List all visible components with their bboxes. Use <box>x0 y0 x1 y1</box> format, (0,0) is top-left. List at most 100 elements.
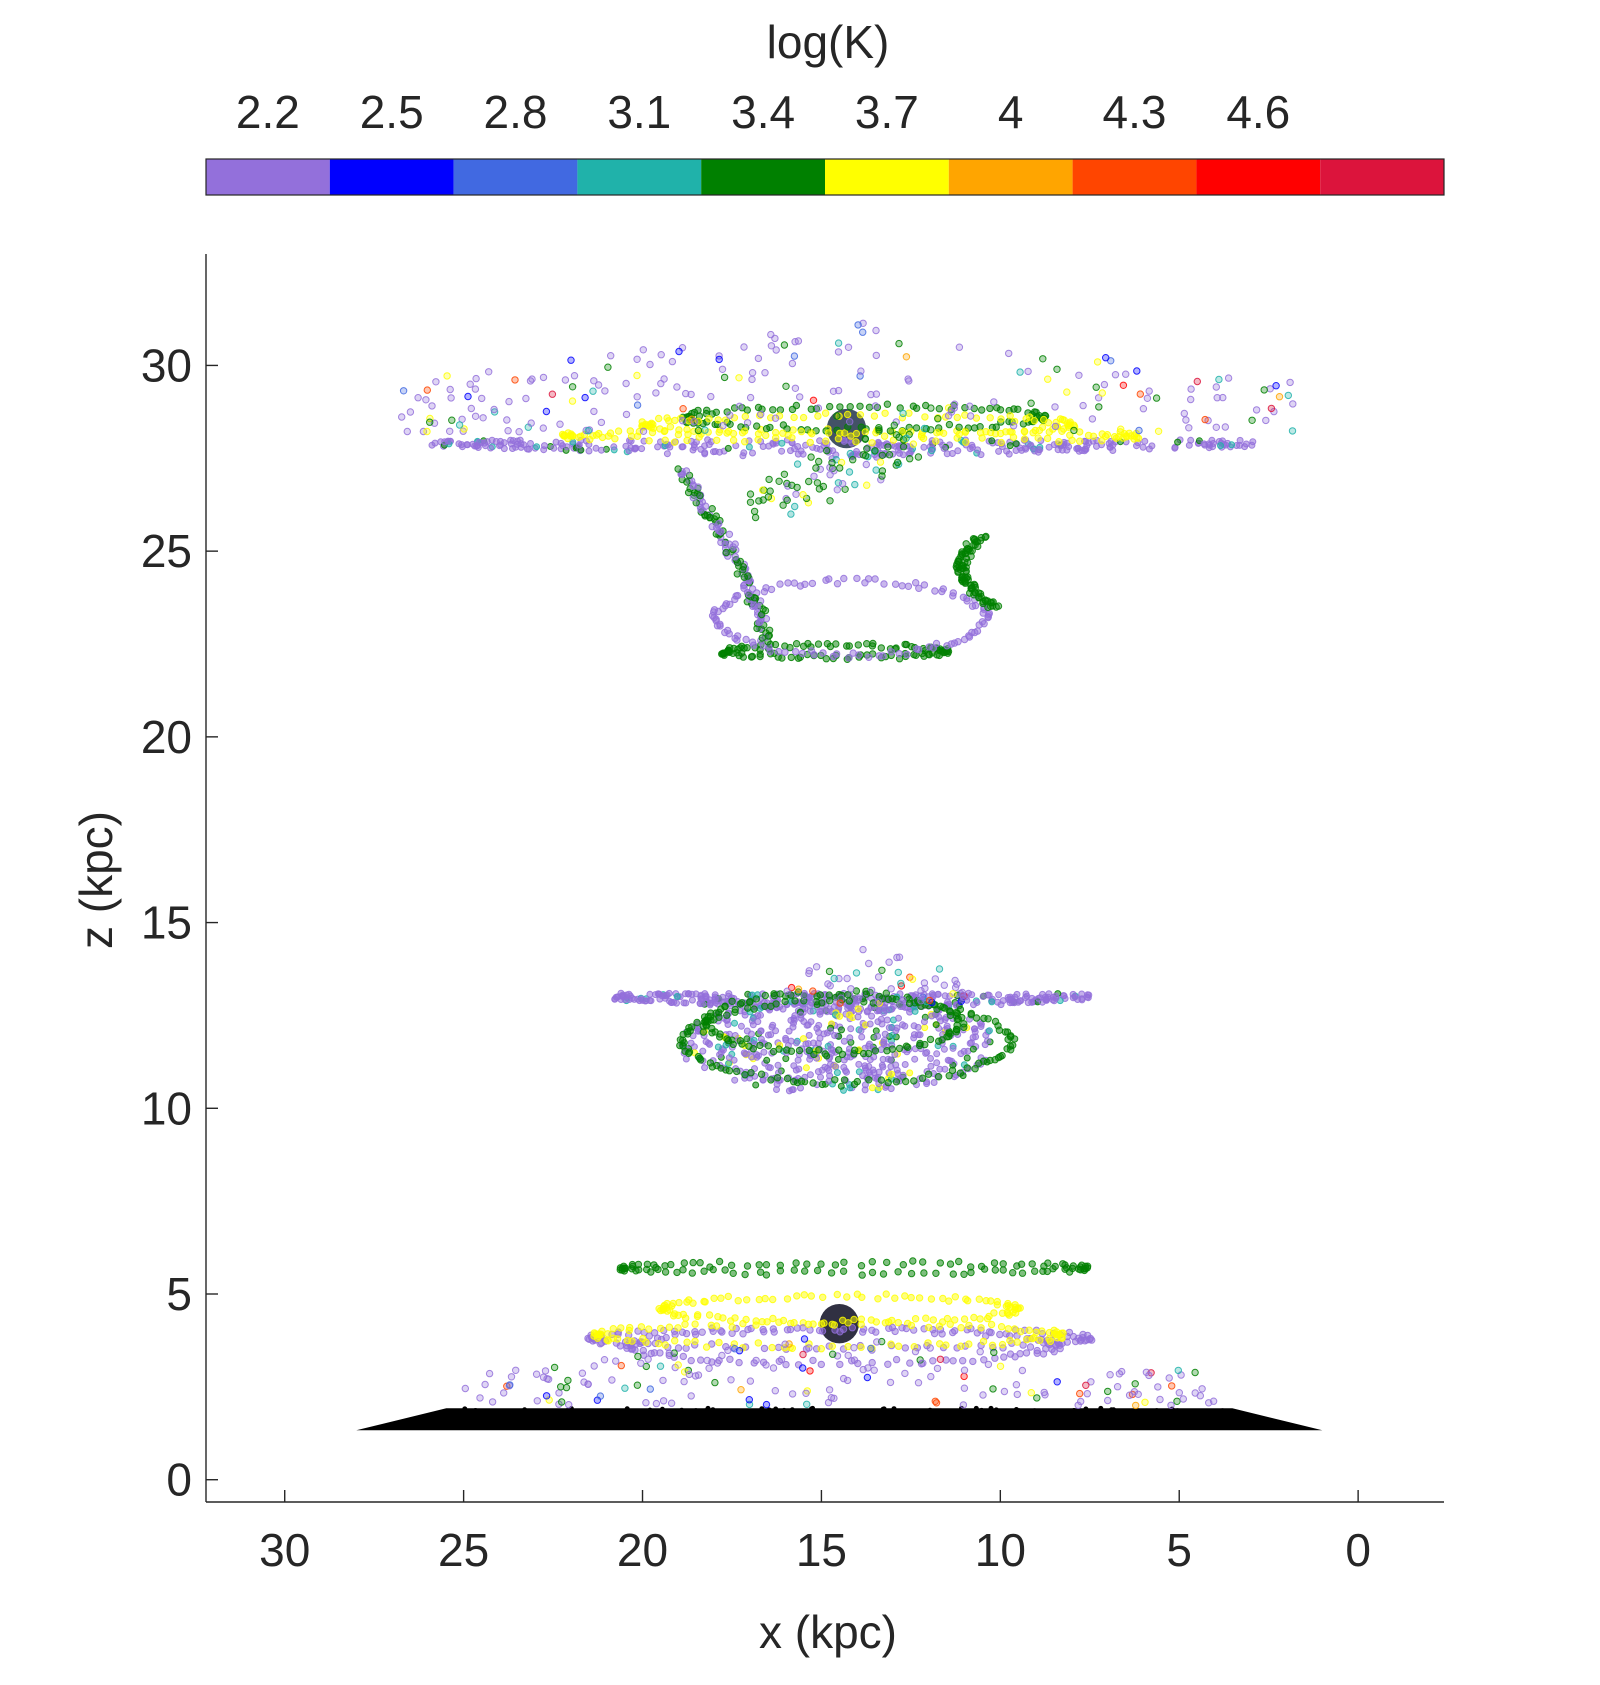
plane-particle <box>1249 438 1257 446</box>
orbit-particle <box>960 1270 968 1279</box>
plane-particle <box>1133 442 1140 450</box>
blob-particle <box>790 1062 798 1070</box>
orbit-particle <box>757 1070 766 1078</box>
orbit-particle <box>637 1323 646 1331</box>
blob-particle <box>946 1057 954 1065</box>
scatter-particle <box>899 409 907 418</box>
disk-particle <box>1155 1421 1161 1427</box>
orbit-particle <box>712 1322 721 1330</box>
orbit-particle <box>675 1298 683 1307</box>
orbit-particle <box>980 1356 988 1364</box>
orbit-particle <box>813 1266 822 1275</box>
scatter-particle <box>481 1380 489 1389</box>
orbit-particle <box>1046 1337 1055 1346</box>
orbit-particle <box>1089 432 1098 440</box>
scatter-particle <box>989 1385 997 1393</box>
orbit-particle <box>845 654 853 662</box>
orbit-particle <box>946 1260 955 1268</box>
scatter-particle <box>608 1376 616 1384</box>
scatter-particle <box>1027 1389 1036 1397</box>
scatter-particle <box>1111 371 1120 379</box>
orbit-particle <box>639 1334 647 1343</box>
scatter-particle <box>1141 1398 1149 1407</box>
orbit-particle <box>743 1296 751 1304</box>
orbit-particle <box>907 1293 915 1302</box>
orbit-particle <box>976 1315 984 1323</box>
orbit-particle <box>1020 427 1029 435</box>
orbit-particle <box>661 1262 669 1270</box>
orbit-particle <box>960 1023 968 1032</box>
scatter-particle <box>762 1361 770 1369</box>
blob-particle <box>759 1076 767 1084</box>
orbit-particle <box>577 432 585 440</box>
blob-particle <box>906 1069 914 1077</box>
orbit-particle <box>755 1295 763 1304</box>
orbit-particle <box>680 1259 688 1267</box>
orbit-particle <box>856 402 864 410</box>
blob-particle <box>874 1018 882 1026</box>
blob-particle <box>774 1061 782 1069</box>
orbit-particle <box>747 1069 755 1077</box>
orbit-particle <box>747 1324 755 1333</box>
orbit-particle <box>806 438 814 447</box>
orbit-particle <box>790 413 798 422</box>
scatter-particle <box>1284 391 1293 400</box>
disk-particle <box>647 1407 653 1413</box>
disk-particle <box>924 1413 930 1419</box>
orbit-particle <box>960 1315 969 1323</box>
orbit-particle <box>907 1269 916 1278</box>
orbit-particle <box>924 1070 933 1078</box>
scatter-particle <box>1018 1366 1027 1375</box>
orbit-particle <box>884 1360 892 1369</box>
plane-particle <box>1105 440 1113 447</box>
orbit-particle <box>792 648 800 656</box>
scatter-particle <box>788 359 797 368</box>
orbit-particle <box>872 1318 880 1326</box>
colorbar-tick-label: 4 <box>998 86 1024 138</box>
orbit-particle <box>941 648 949 656</box>
scatter-particle <box>718 1351 726 1360</box>
orbit-particle <box>836 1360 844 1369</box>
orbit-particle <box>864 575 873 583</box>
orbit-particle <box>712 615 720 623</box>
plane-particle <box>509 445 516 452</box>
plane-particle <box>1141 437 1149 445</box>
disk-particle <box>910 1414 916 1420</box>
orbit-particle <box>728 1329 736 1338</box>
blob-particle <box>859 1072 867 1080</box>
scatter-particle <box>713 1359 722 1367</box>
orbit-particle <box>691 1337 699 1346</box>
orbit-particle <box>920 1269 928 1277</box>
blob-particle <box>927 1055 934 1062</box>
arm-particle <box>765 626 774 634</box>
plane-particle <box>749 449 756 457</box>
trail-particle <box>764 493 773 501</box>
orbit-particle <box>986 1056 994 1065</box>
plane-particle <box>688 996 696 1004</box>
disk-particle <box>624 1418 630 1424</box>
scatter-particle <box>665 1349 673 1358</box>
orbit-particle <box>999 1266 1007 1274</box>
trail-particle <box>788 481 796 489</box>
orbit-particle <box>733 1067 741 1076</box>
colorbar-bin <box>825 159 949 195</box>
scatter-particle <box>955 343 964 351</box>
orbit-particle <box>1013 1338 1021 1346</box>
orbit-particle <box>840 1076 849 1084</box>
blob-particle <box>937 1017 944 1025</box>
orbit-particle <box>810 1050 818 1059</box>
arm-particle <box>740 582 748 590</box>
scatter-particle <box>748 369 757 377</box>
orbit-particle <box>973 1329 981 1337</box>
disk-particle <box>998 1423 1004 1428</box>
blob-particle <box>836 1012 844 1020</box>
scatter-particle <box>799 1350 807 1359</box>
scatter-particle <box>406 408 415 416</box>
trail-particle <box>810 472 818 480</box>
blob-particle <box>838 1026 845 1034</box>
scatter-particle <box>802 1389 810 1398</box>
orbit-particle <box>879 1270 888 1278</box>
orbit-particle <box>859 1049 868 1058</box>
scatter-particle <box>426 418 434 426</box>
scatter-particle <box>694 1371 703 1379</box>
